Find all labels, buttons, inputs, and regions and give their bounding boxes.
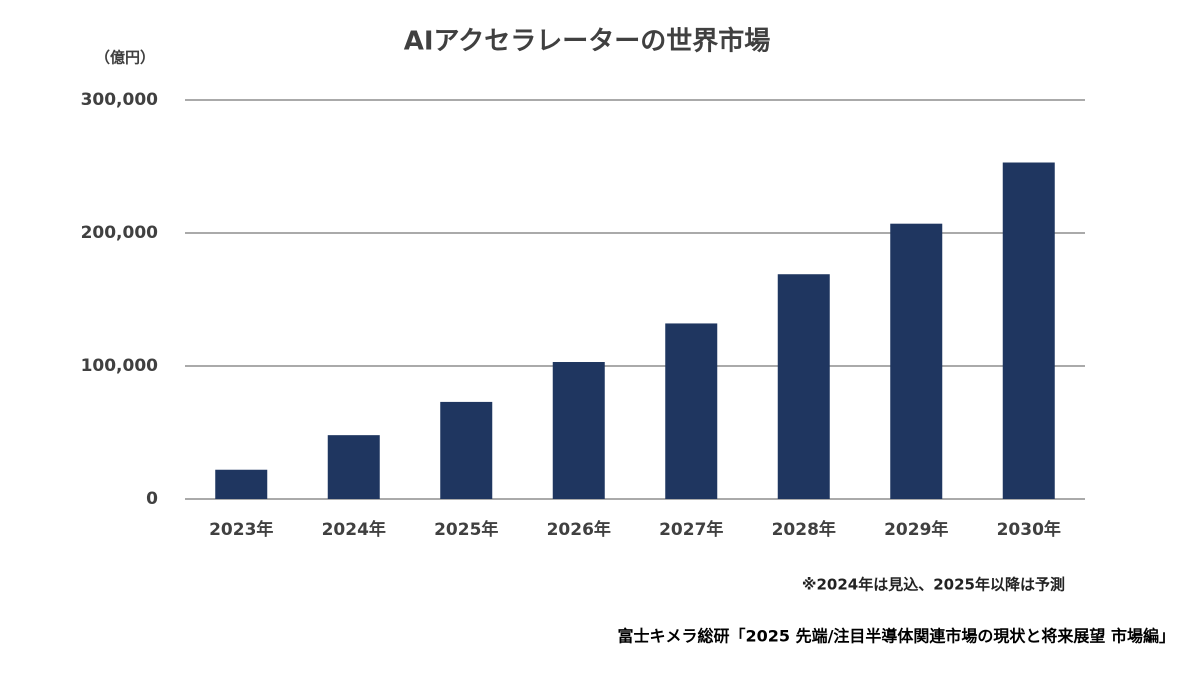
x-tick-label: 2028年 [772,519,836,540]
bar [777,274,830,499]
x-tick-label: 2026年 [547,519,611,540]
bar [1002,162,1055,499]
bar [665,323,718,499]
x-tick-label: 2025年 [434,519,498,540]
x-tick-label: 2024年 [322,519,386,540]
bar [440,401,493,499]
y-tick-label: 200,000 [81,223,159,243]
x-tick-label: 2029年 [884,519,948,540]
x-tick-label: 2027年 [659,519,723,540]
bar [215,469,268,499]
note: ※2024年は見込、2025年以降は予測 [802,576,1065,594]
bar [327,435,380,499]
bar [890,223,943,499]
x-tick-label: 2023年 [209,519,273,540]
source: 富士キメラ総研「2025 先端/注目半導体関連市場の現状と将来展望 市場編」 [617,627,1175,646]
chart-title: AIアクセラレーターの世界市場 [404,26,771,57]
bar [552,362,605,499]
x-tick-label: 2030年 [997,519,1061,540]
y-axis-label: （億円） [95,49,155,67]
y-tick-label: 300,000 [81,90,159,110]
y-tick-label: 0 [146,489,158,509]
y-tick-label: 100,000 [81,356,159,376]
